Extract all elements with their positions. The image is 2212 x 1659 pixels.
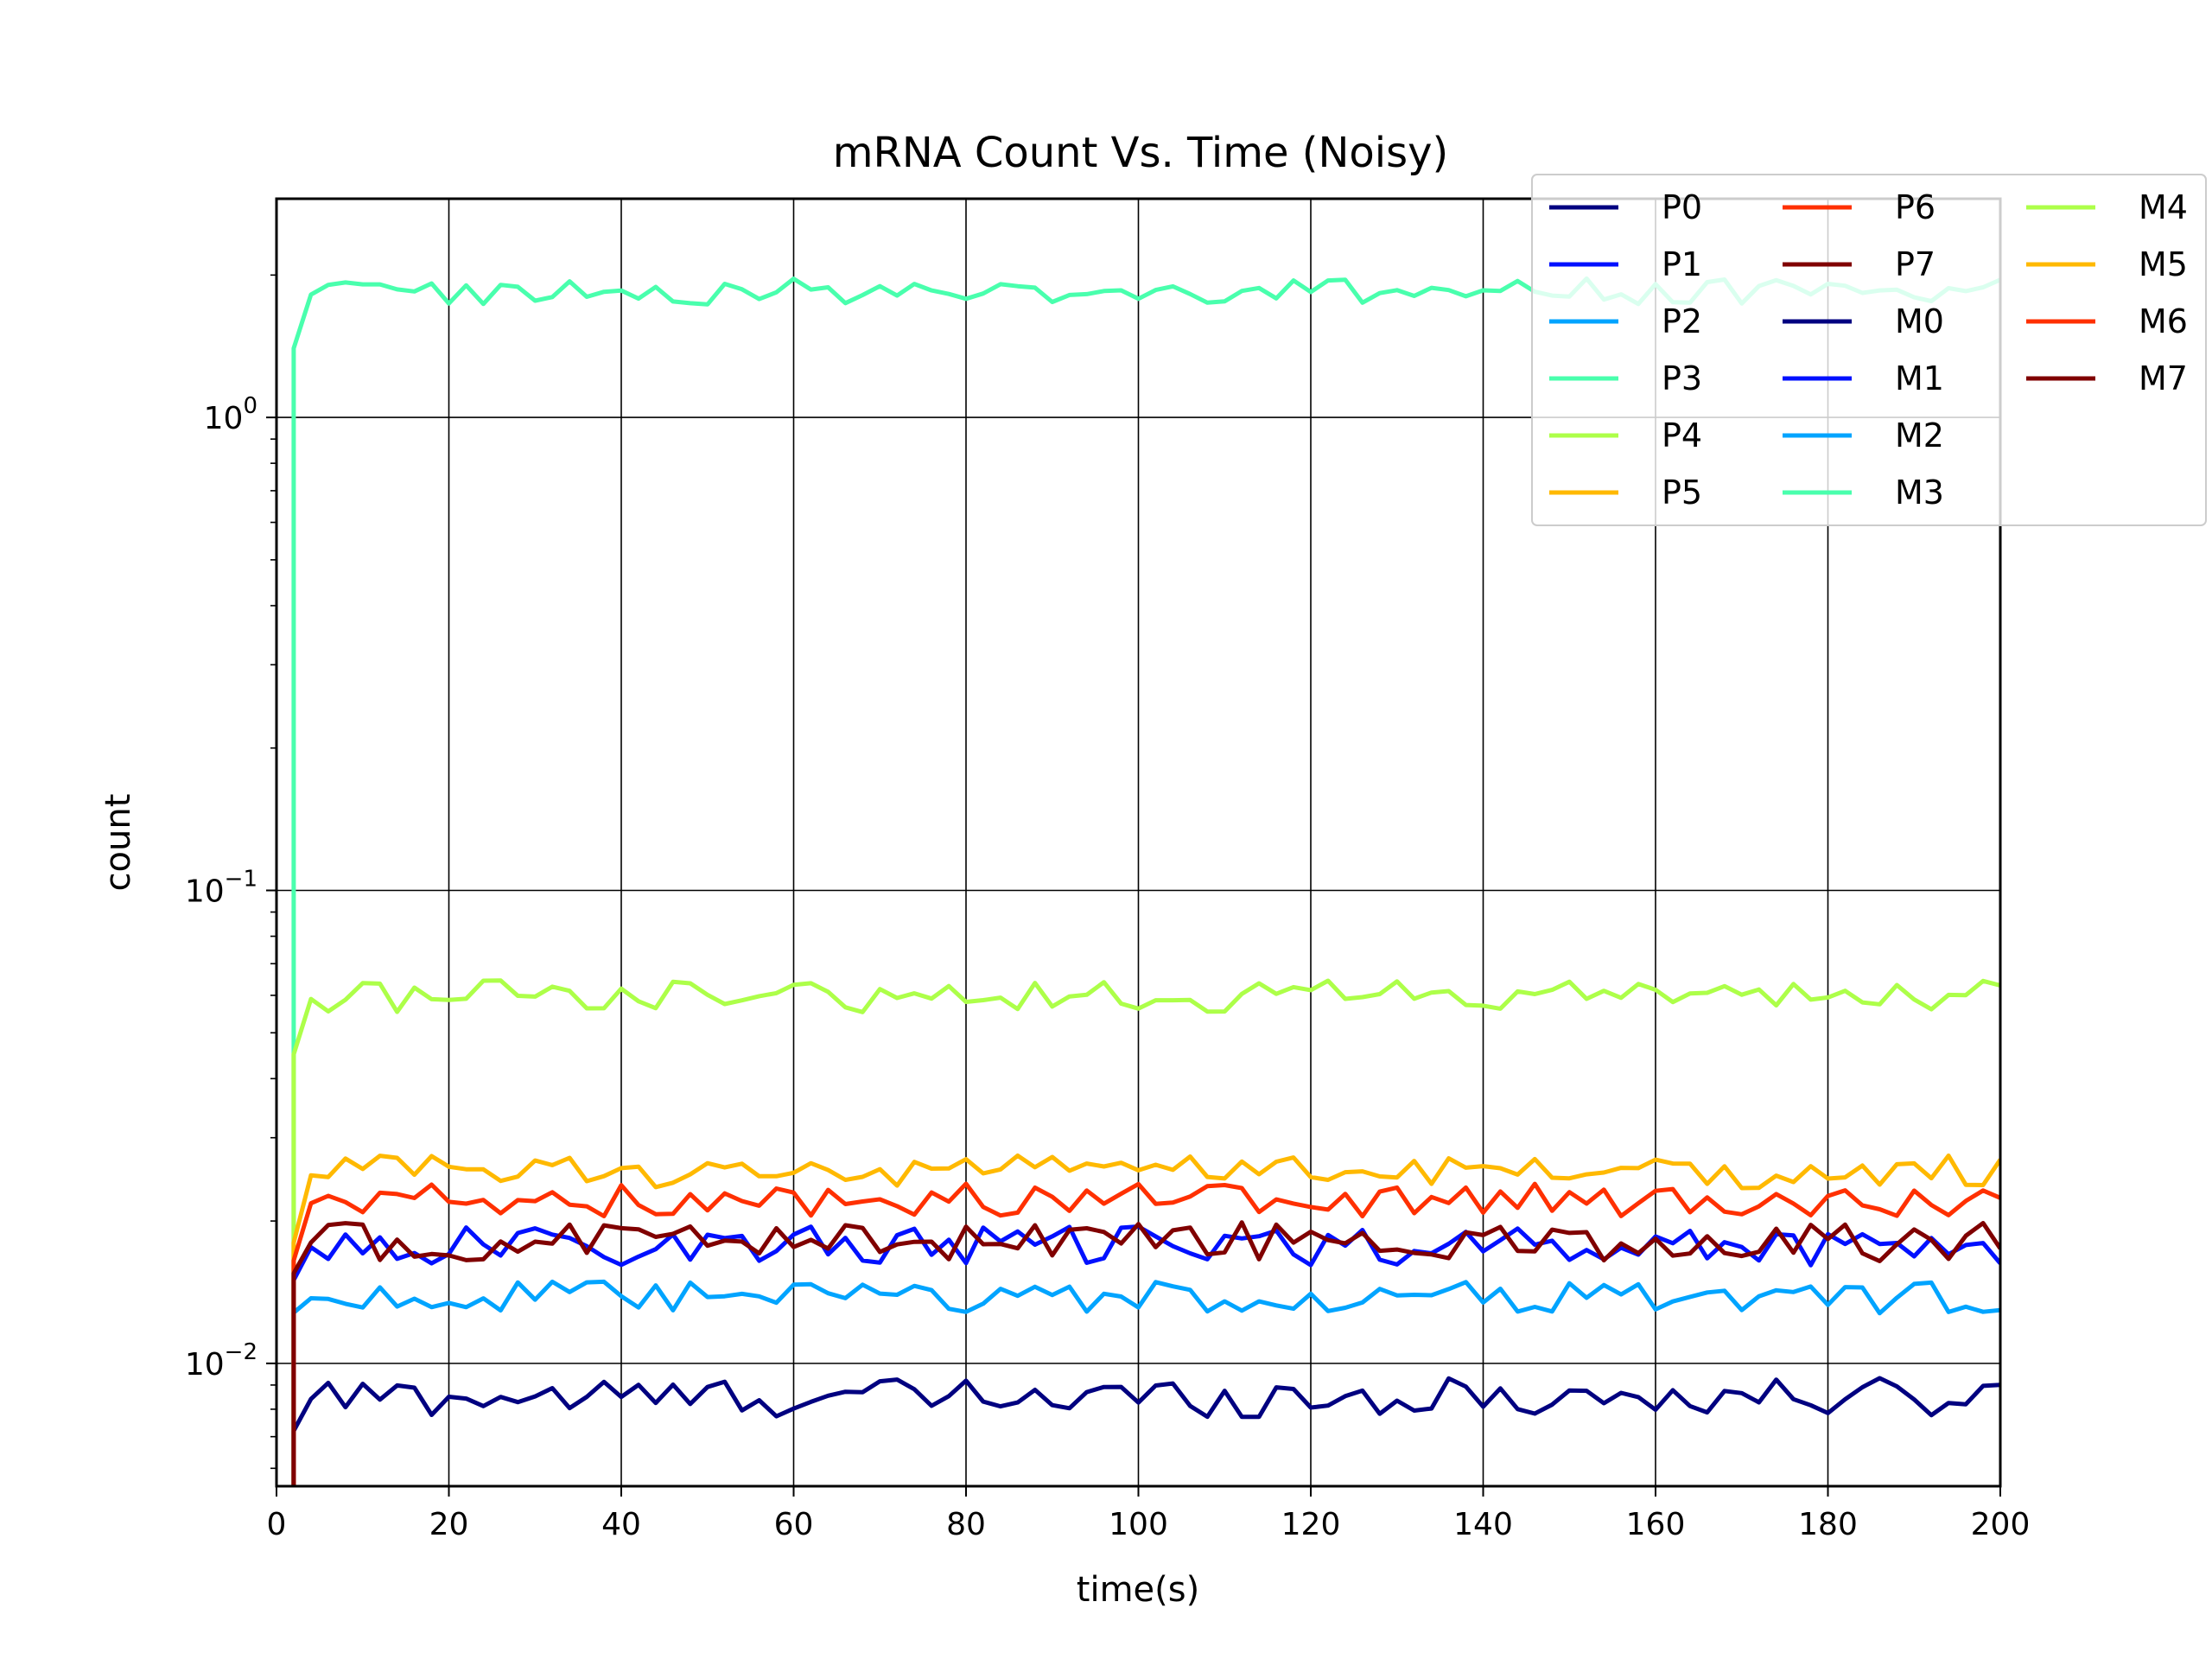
legend-label-m7: M7 bbox=[2139, 359, 2188, 397]
y-tick-base: 10 bbox=[204, 401, 244, 436]
x-tick-label: 0 bbox=[267, 1507, 287, 1542]
series-lines bbox=[291, 276, 2000, 1486]
legend-label-p7: P7 bbox=[1895, 245, 1936, 283]
legend-label-p5: P5 bbox=[1662, 474, 1702, 512]
chart-title: mRNA Count Vs. Time (Noisy) bbox=[833, 129, 1448, 177]
legend-label-m6: M6 bbox=[2139, 302, 2188, 340]
x-axis-label: time(s) bbox=[1077, 1570, 1199, 1610]
legend-label-m2: M2 bbox=[1895, 416, 1944, 454]
x-tick-label: 40 bbox=[601, 1507, 641, 1542]
y-tick-exponent: −2 bbox=[225, 1339, 257, 1365]
x-tick-label: 20 bbox=[429, 1507, 469, 1542]
series-line-m0 bbox=[291, 1376, 2000, 1486]
legend: P0 P1 P2 P3 P4 P5 P6 P7 M0 M1 M2 M3 M4 M5 M6 M7 bbox=[1531, 174, 2207, 526]
legend-label-p2: P2 bbox=[1662, 302, 1702, 340]
y-tick-exponent: 0 bbox=[243, 393, 257, 419]
series-line-m2 bbox=[291, 1279, 2000, 1486]
legend-label-m4: M4 bbox=[2139, 188, 2188, 226]
legend-label-p1: P1 bbox=[1662, 245, 1702, 283]
y-tick-base: 10 bbox=[185, 1347, 225, 1382]
x-tick-label: 120 bbox=[1281, 1507, 1341, 1542]
x-tick-label: 60 bbox=[774, 1507, 814, 1542]
y-tick-exponent: −1 bbox=[225, 866, 257, 892]
legend-label-p3: P3 bbox=[1662, 359, 1702, 397]
x-tick-label: 160 bbox=[1626, 1507, 1686, 1542]
series-line-m6 bbox=[291, 1181, 2000, 1486]
legend-label-p6: P6 bbox=[1895, 188, 1936, 226]
series-line-m4 bbox=[291, 978, 2000, 1486]
legend-label-m5: M5 bbox=[2139, 245, 2188, 283]
legend-label-p0: P0 bbox=[1662, 188, 1702, 226]
x-tick-label: 200 bbox=[1971, 1507, 2031, 1542]
legend-box bbox=[1531, 174, 2207, 526]
x-tick-label: 80 bbox=[946, 1507, 986, 1542]
x-tick-label: 100 bbox=[1109, 1507, 1168, 1542]
y-tick-label: 100 bbox=[204, 393, 257, 436]
series-line-m7 bbox=[291, 1220, 2000, 1486]
legend-label-m1: M1 bbox=[1895, 359, 1944, 397]
y-axis-label: count bbox=[99, 794, 138, 892]
legend-label-m0: M0 bbox=[1895, 302, 1944, 340]
legend-label-p4: P4 bbox=[1662, 416, 1702, 454]
x-tick-label: 180 bbox=[1798, 1507, 1858, 1542]
y-tick-label: 10−2 bbox=[185, 1339, 257, 1382]
x-tick-label: 140 bbox=[1453, 1507, 1513, 1542]
series-line-m5 bbox=[291, 1153, 2000, 1486]
x-axis: 0 20 40 60 80 100 120 140 160 180 200 bbox=[267, 1486, 2031, 1542]
y-tick-base: 10 bbox=[185, 874, 225, 909]
y-tick-label: 10−1 bbox=[185, 866, 257, 909]
legend-label-m3: M3 bbox=[1895, 474, 1944, 512]
